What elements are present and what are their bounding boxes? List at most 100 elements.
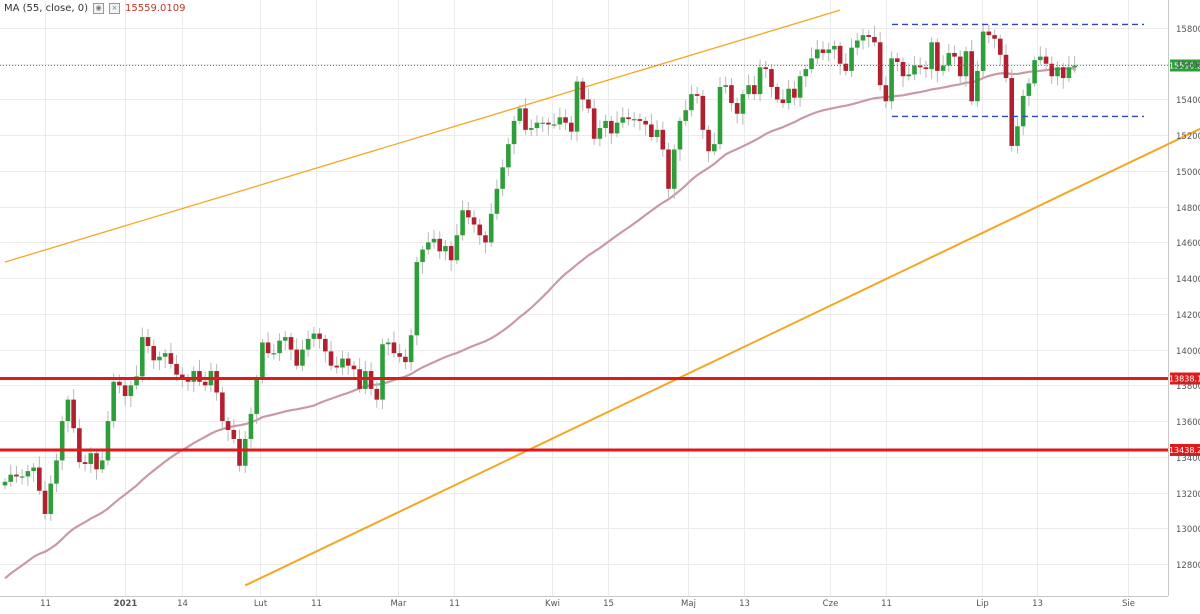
- candle-up: [975, 70, 980, 102]
- indicator-label: MA (55, close, 0): [4, 3, 89, 14]
- y-tick-label: 13400: [1176, 454, 1200, 464]
- candle-up: [540, 122, 545, 124]
- x-tick-label: 15: [603, 599, 614, 609]
- candle-up: [723, 85, 729, 87]
- x-tick-label: Maj: [681, 599, 696, 609]
- candle-up: [385, 342, 391, 345]
- candle-up: [797, 76, 803, 98]
- y-tick-label: 13000: [1176, 525, 1200, 535]
- candle-up: [260, 342, 265, 380]
- trendline-1: [4, 9, 841, 263]
- horizontal-levels[interactable]: 13838.1 13438.2: [0, 372, 1200, 456]
- x-tick-label: 13: [739, 599, 750, 609]
- candle-down: [700, 95, 706, 130]
- x-tick-label: Sie: [1122, 599, 1135, 609]
- candle-down: [883, 85, 889, 102]
- candle-down: [643, 120, 648, 125]
- candle-up: [488, 213, 494, 243]
- candle-up: [803, 69, 809, 77]
- candle-up: [1032, 60, 1037, 84]
- candle-down: [1049, 63, 1055, 77]
- candle-down: [843, 63, 849, 71]
- x-tick-label: 11: [311, 599, 322, 609]
- candle-up: [906, 74, 912, 77]
- candle-down: [437, 238, 443, 252]
- level-tag-label: 13438.2: [1169, 446, 1200, 455]
- candle-down: [957, 56, 963, 77]
- candle-up: [311, 333, 317, 339]
- candle-up: [574, 81, 580, 132]
- candle-down: [666, 149, 671, 189]
- x-tick-label: Cze: [823, 599, 839, 609]
- candle-up: [534, 122, 540, 129]
- candle-up: [191, 371, 197, 382]
- candle-down: [935, 42, 940, 71]
- price-line: 15590.2: [0, 59, 1200, 72]
- candle-up: [31, 467, 36, 472]
- candle-down: [837, 45, 843, 64]
- candle-up: [1015, 126, 1020, 146]
- candle-down: [1060, 67, 1066, 79]
- candle-up: [912, 65, 917, 75]
- candle-down: [483, 235, 488, 243]
- candle-up: [683, 110, 688, 121]
- candle-down: [122, 385, 128, 397]
- candle-down: [1009, 78, 1015, 146]
- candle-up: [860, 35, 866, 41]
- candle-up: [854, 40, 860, 48]
- y-tick-label: 14600: [1176, 239, 1200, 249]
- close-icon[interactable]: ×: [109, 3, 121, 14]
- candle-up: [414, 262, 420, 336]
- candle-down: [866, 35, 872, 37]
- candle-up: [557, 117, 563, 125]
- candle-up: [1026, 83, 1032, 96]
- candle-down: [992, 35, 997, 39]
- x-tick-label: 13: [1032, 599, 1043, 609]
- candle-up: [517, 108, 523, 121]
- candle-down: [231, 430, 237, 439]
- candle-up: [254, 379, 259, 414]
- candle-down: [471, 217, 477, 225]
- x-tick-label: 11: [40, 599, 51, 609]
- eye-icon[interactable]: ◉: [93, 3, 105, 14]
- candle-up: [631, 119, 637, 121]
- candle-up: [551, 124, 557, 126]
- candle-down: [397, 353, 402, 357]
- y-tick-label: 15800: [1176, 25, 1200, 35]
- candle-down: [609, 120, 614, 134]
- candle-up: [162, 353, 168, 357]
- candle-down: [174, 363, 179, 375]
- time-axis[interactable]: 11 2021 14 Lut 11 Mar 11 Kwi 15 Maj 13 Cze 11 Lip 13 Si…: [40, 599, 1135, 609]
- level-tag-2: [1170, 443, 1200, 456]
- candle-down: [94, 453, 99, 470]
- price-axis[interactable]: 12800 13000 13200 13400 13600 13800 14000 14200…: [1176, 25, 1200, 571]
- y-tick-label: 14800: [1176, 204, 1200, 214]
- current-price-tag: [1170, 59, 1200, 72]
- current-price-label: 15590.2: [1169, 61, 1200, 70]
- candle-up: [1020, 95, 1026, 127]
- candle-down: [694, 94, 700, 96]
- y-tick-label: 15400: [1176, 96, 1200, 106]
- candle-up: [746, 85, 751, 95]
- y-tick-label: 14400: [1176, 275, 1200, 285]
- candle-up: [248, 413, 254, 439]
- candle-down: [792, 88, 797, 98]
- candle-up: [500, 167, 505, 189]
- candle-down: [448, 245, 454, 261]
- candle-down: [288, 337, 294, 350]
- y-tick-label: 13800: [1176, 382, 1200, 392]
- candle-down: [763, 67, 769, 70]
- candle-up: [786, 88, 791, 104]
- candle-down: [637, 119, 643, 121]
- x-tick-label: 11: [449, 599, 460, 609]
- candle-up: [929, 42, 934, 70]
- candle-down: [917, 65, 923, 68]
- candle-up: [59, 421, 65, 461]
- candle-down: [660, 129, 666, 150]
- candle-up: [19, 476, 25, 478]
- candle-down: [185, 379, 191, 382]
- candle-up: [506, 144, 511, 168]
- candle-down: [780, 99, 786, 104]
